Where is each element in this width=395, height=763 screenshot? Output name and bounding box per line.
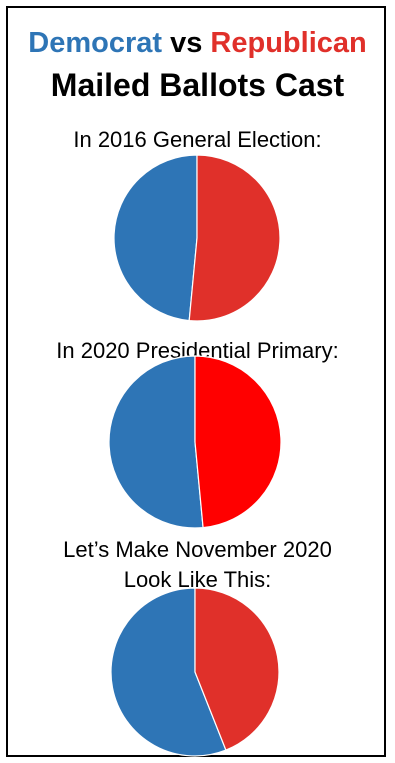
vs-word: vs xyxy=(170,27,203,59)
poster-title-line2: Mailed Ballots Cast xyxy=(50,67,345,103)
republican-word: Republican xyxy=(210,27,367,59)
pie-chart-2016 xyxy=(113,154,281,322)
pie-chart-2020-primary xyxy=(108,355,282,529)
pie-chart-november-2020 xyxy=(110,587,280,757)
pie-slice-democrat xyxy=(110,587,227,757)
pie-slice-republican xyxy=(194,355,282,529)
pie-slice-republican xyxy=(188,154,281,322)
chart-3-title-line1-text: Let’s Make November 2020 xyxy=(63,537,332,562)
pie-slice-republican xyxy=(194,587,280,751)
chart-3-title-line1: Let’s Make November 2020 xyxy=(0,537,395,563)
democrat-word: Democrat xyxy=(28,27,163,59)
poster-title-line1: Democrat vs Republican xyxy=(0,26,395,60)
chart-1-title: In 2016 General Election: xyxy=(73,127,322,152)
pie-slice-democrat xyxy=(108,355,204,529)
pie-slice-democrat xyxy=(113,154,198,322)
